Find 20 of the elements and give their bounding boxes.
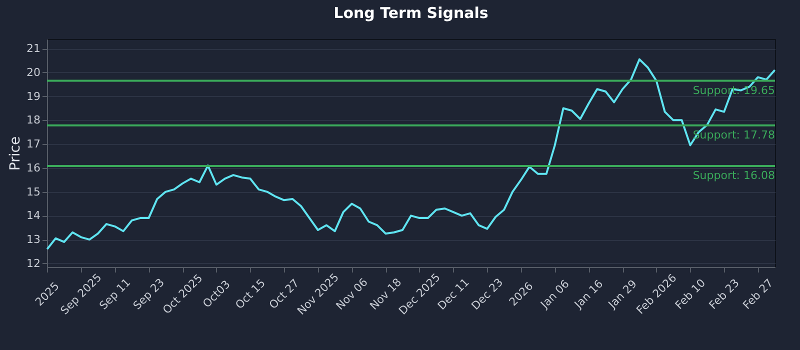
ref-line-label: Support: 16.08 xyxy=(692,169,775,182)
x-tick-label: Feb 23 xyxy=(706,276,742,312)
x-tick-label: Jan 16 xyxy=(571,277,606,312)
y-tick-label: 12 xyxy=(26,256,40,270)
x-tick-label: Oct 15 xyxy=(232,276,268,312)
x-tick-label: Dec 23 xyxy=(468,276,506,312)
y-tick-label: 15 xyxy=(26,185,40,198)
line-series xyxy=(46,58,776,250)
y-tick-label: 18 xyxy=(26,114,40,127)
y-tick-label: 20 xyxy=(26,66,40,79)
x-tick-label: Jan 06 xyxy=(538,277,572,312)
y-tick-label: 19 xyxy=(26,90,40,103)
x-tick-label: Feb 27 xyxy=(740,276,776,312)
y-axis-title: Price xyxy=(8,136,24,171)
chart-title: Long Term Signals xyxy=(334,4,488,22)
y-tick-label: 17 xyxy=(26,138,40,151)
y-tick-label: 13 xyxy=(26,233,40,246)
y-tick-label: 16 xyxy=(26,161,40,174)
y-tick-label: 21 xyxy=(26,42,40,56)
y-tick-label: 14 xyxy=(26,209,40,222)
